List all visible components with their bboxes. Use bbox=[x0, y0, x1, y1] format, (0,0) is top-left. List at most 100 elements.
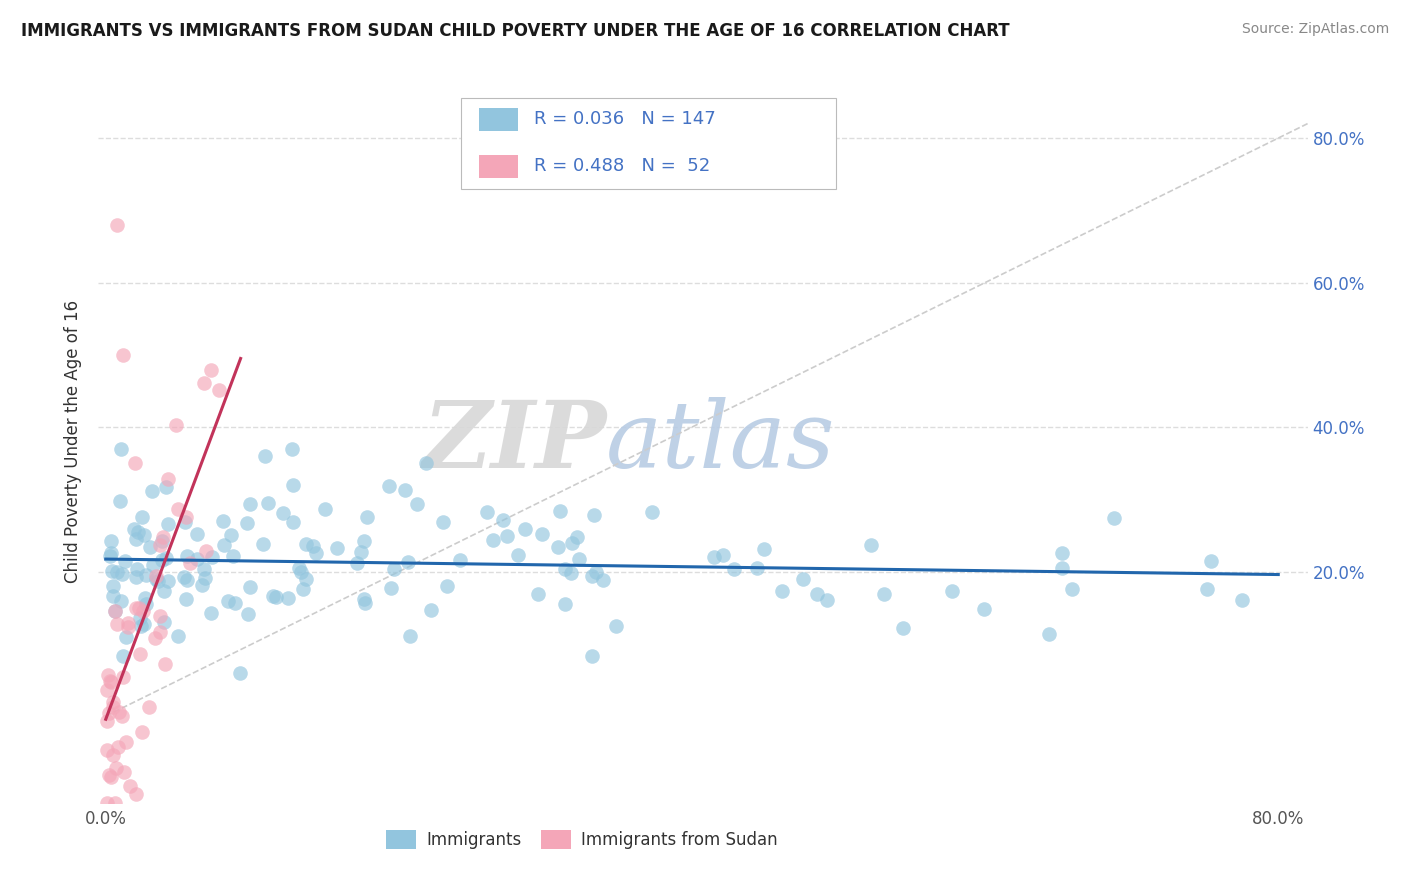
Point bbox=[128, 611, 150, 625]
Point bbox=[288, 561, 311, 575]
Point bbox=[396, 555, 419, 569]
Point bbox=[893, 621, 915, 635]
Point bbox=[224, 596, 246, 610]
Point bbox=[527, 587, 550, 601]
Point bbox=[98, 706, 121, 720]
Text: atlas: atlas bbox=[606, 397, 835, 486]
Point bbox=[1038, 627, 1060, 641]
Point bbox=[495, 528, 517, 542]
Point bbox=[152, 529, 174, 543]
Point bbox=[277, 591, 299, 605]
Point bbox=[142, 558, 165, 573]
Point bbox=[747, 561, 769, 575]
Point bbox=[290, 566, 312, 580]
Point bbox=[394, 483, 416, 497]
Point bbox=[107, 616, 129, 631]
Point bbox=[101, 590, 124, 604]
Point bbox=[125, 532, 148, 546]
Point bbox=[174, 516, 197, 530]
Point bbox=[1060, 582, 1083, 597]
Point bbox=[100, 675, 122, 690]
Point bbox=[134, 591, 156, 606]
Point bbox=[108, 706, 131, 720]
Point bbox=[132, 616, 155, 631]
Point bbox=[406, 497, 429, 511]
Point bbox=[302, 539, 325, 553]
Point bbox=[506, 548, 529, 562]
Point bbox=[1195, 582, 1218, 596]
Point bbox=[174, 510, 197, 524]
Point bbox=[252, 537, 274, 551]
Point bbox=[104, 604, 127, 618]
Point bbox=[107, 218, 129, 232]
Point bbox=[96, 743, 118, 757]
Point bbox=[96, 714, 118, 728]
Point bbox=[305, 546, 328, 560]
Point bbox=[128, 524, 150, 539]
Point bbox=[117, 619, 139, 633]
FancyBboxPatch shape bbox=[461, 98, 837, 189]
Point bbox=[145, 569, 167, 583]
Point bbox=[513, 523, 536, 537]
Point bbox=[118, 779, 141, 793]
Point bbox=[125, 787, 148, 801]
Point bbox=[229, 665, 252, 680]
Point bbox=[273, 506, 295, 520]
Point bbox=[128, 647, 150, 661]
Point bbox=[125, 600, 148, 615]
Point bbox=[212, 514, 235, 528]
Point bbox=[149, 608, 172, 623]
Point bbox=[291, 582, 314, 596]
Point bbox=[353, 534, 375, 549]
Point bbox=[108, 494, 131, 508]
Point bbox=[565, 530, 588, 544]
Point bbox=[382, 562, 405, 576]
Point bbox=[752, 542, 775, 557]
Point bbox=[238, 607, 260, 621]
Point bbox=[96, 796, 118, 810]
Point bbox=[111, 566, 134, 581]
Point bbox=[554, 598, 576, 612]
Point bbox=[262, 589, 284, 603]
Point bbox=[399, 629, 422, 643]
Point bbox=[561, 536, 583, 550]
Point bbox=[150, 533, 173, 548]
Point bbox=[156, 574, 179, 589]
Point bbox=[605, 619, 627, 633]
Point bbox=[531, 527, 554, 541]
Point bbox=[156, 516, 179, 531]
Point bbox=[152, 615, 174, 629]
Text: ZIP: ZIP bbox=[422, 397, 606, 486]
Point bbox=[100, 770, 122, 784]
Point bbox=[560, 566, 582, 580]
Point bbox=[314, 501, 336, 516]
Point bbox=[554, 562, 576, 576]
Point bbox=[377, 479, 399, 493]
Point bbox=[491, 513, 513, 527]
Point bbox=[138, 699, 160, 714]
Point bbox=[548, 504, 571, 518]
Point bbox=[219, 528, 242, 542]
Point bbox=[100, 546, 122, 560]
Point bbox=[97, 768, 120, 782]
Point bbox=[568, 551, 591, 566]
Point bbox=[238, 497, 260, 511]
Point bbox=[111, 648, 134, 663]
Text: R = 0.488   N =  52: R = 0.488 N = 52 bbox=[534, 157, 710, 175]
Point bbox=[1232, 593, 1254, 607]
Point bbox=[193, 376, 215, 391]
Point bbox=[641, 505, 664, 519]
Point bbox=[131, 725, 153, 739]
Point bbox=[124, 456, 146, 470]
Point bbox=[815, 593, 838, 607]
Point bbox=[482, 533, 505, 548]
Point bbox=[186, 527, 208, 541]
Point bbox=[581, 568, 603, 582]
Point bbox=[134, 527, 156, 541]
Point bbox=[96, 683, 118, 698]
Point bbox=[107, 565, 129, 579]
Point bbox=[141, 484, 163, 499]
Point bbox=[449, 553, 471, 567]
Point bbox=[1050, 546, 1073, 560]
Point bbox=[1050, 561, 1073, 575]
